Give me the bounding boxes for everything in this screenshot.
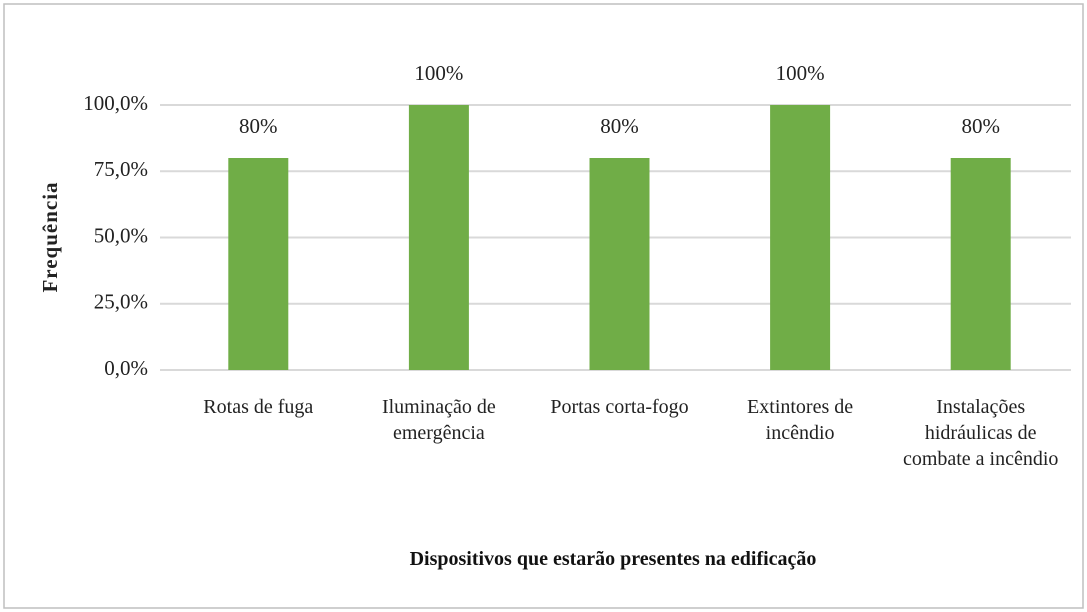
bar [589,158,650,370]
data-label: 100% [414,61,463,85]
x-tick-label: Iluminação de emergência [381,396,496,444]
bar [770,105,831,370]
x-tick-label: Portas corta-fogo [550,396,689,418]
y-tick-label: 75,0% [94,157,148,181]
bar [950,158,1011,370]
y-tick-label: 50,0% [94,223,148,247]
y-tick-label: 100,0% [83,91,148,115]
x-tick-label: Instalações hidráulicas de combate a inc… [902,396,1059,470]
bar [228,158,289,370]
data-label: 80% [961,114,1000,138]
x-tick-label: Rotas de fuga [203,396,314,418]
x-tick-label: Extintores de incêndio [747,396,854,444]
data-label: 80% [600,114,639,138]
x-axis-title: Dispositivos que estarão presentes na ed… [409,548,817,570]
data-label: 100% [776,61,825,85]
data-label: 80% [239,114,278,138]
y-axis-title: Frequência [38,181,62,292]
chart-border [3,3,1084,609]
y-tick-label: 0,0% [104,356,148,380]
y-tick-label: 25,0% [94,290,148,314]
bar [408,105,469,370]
